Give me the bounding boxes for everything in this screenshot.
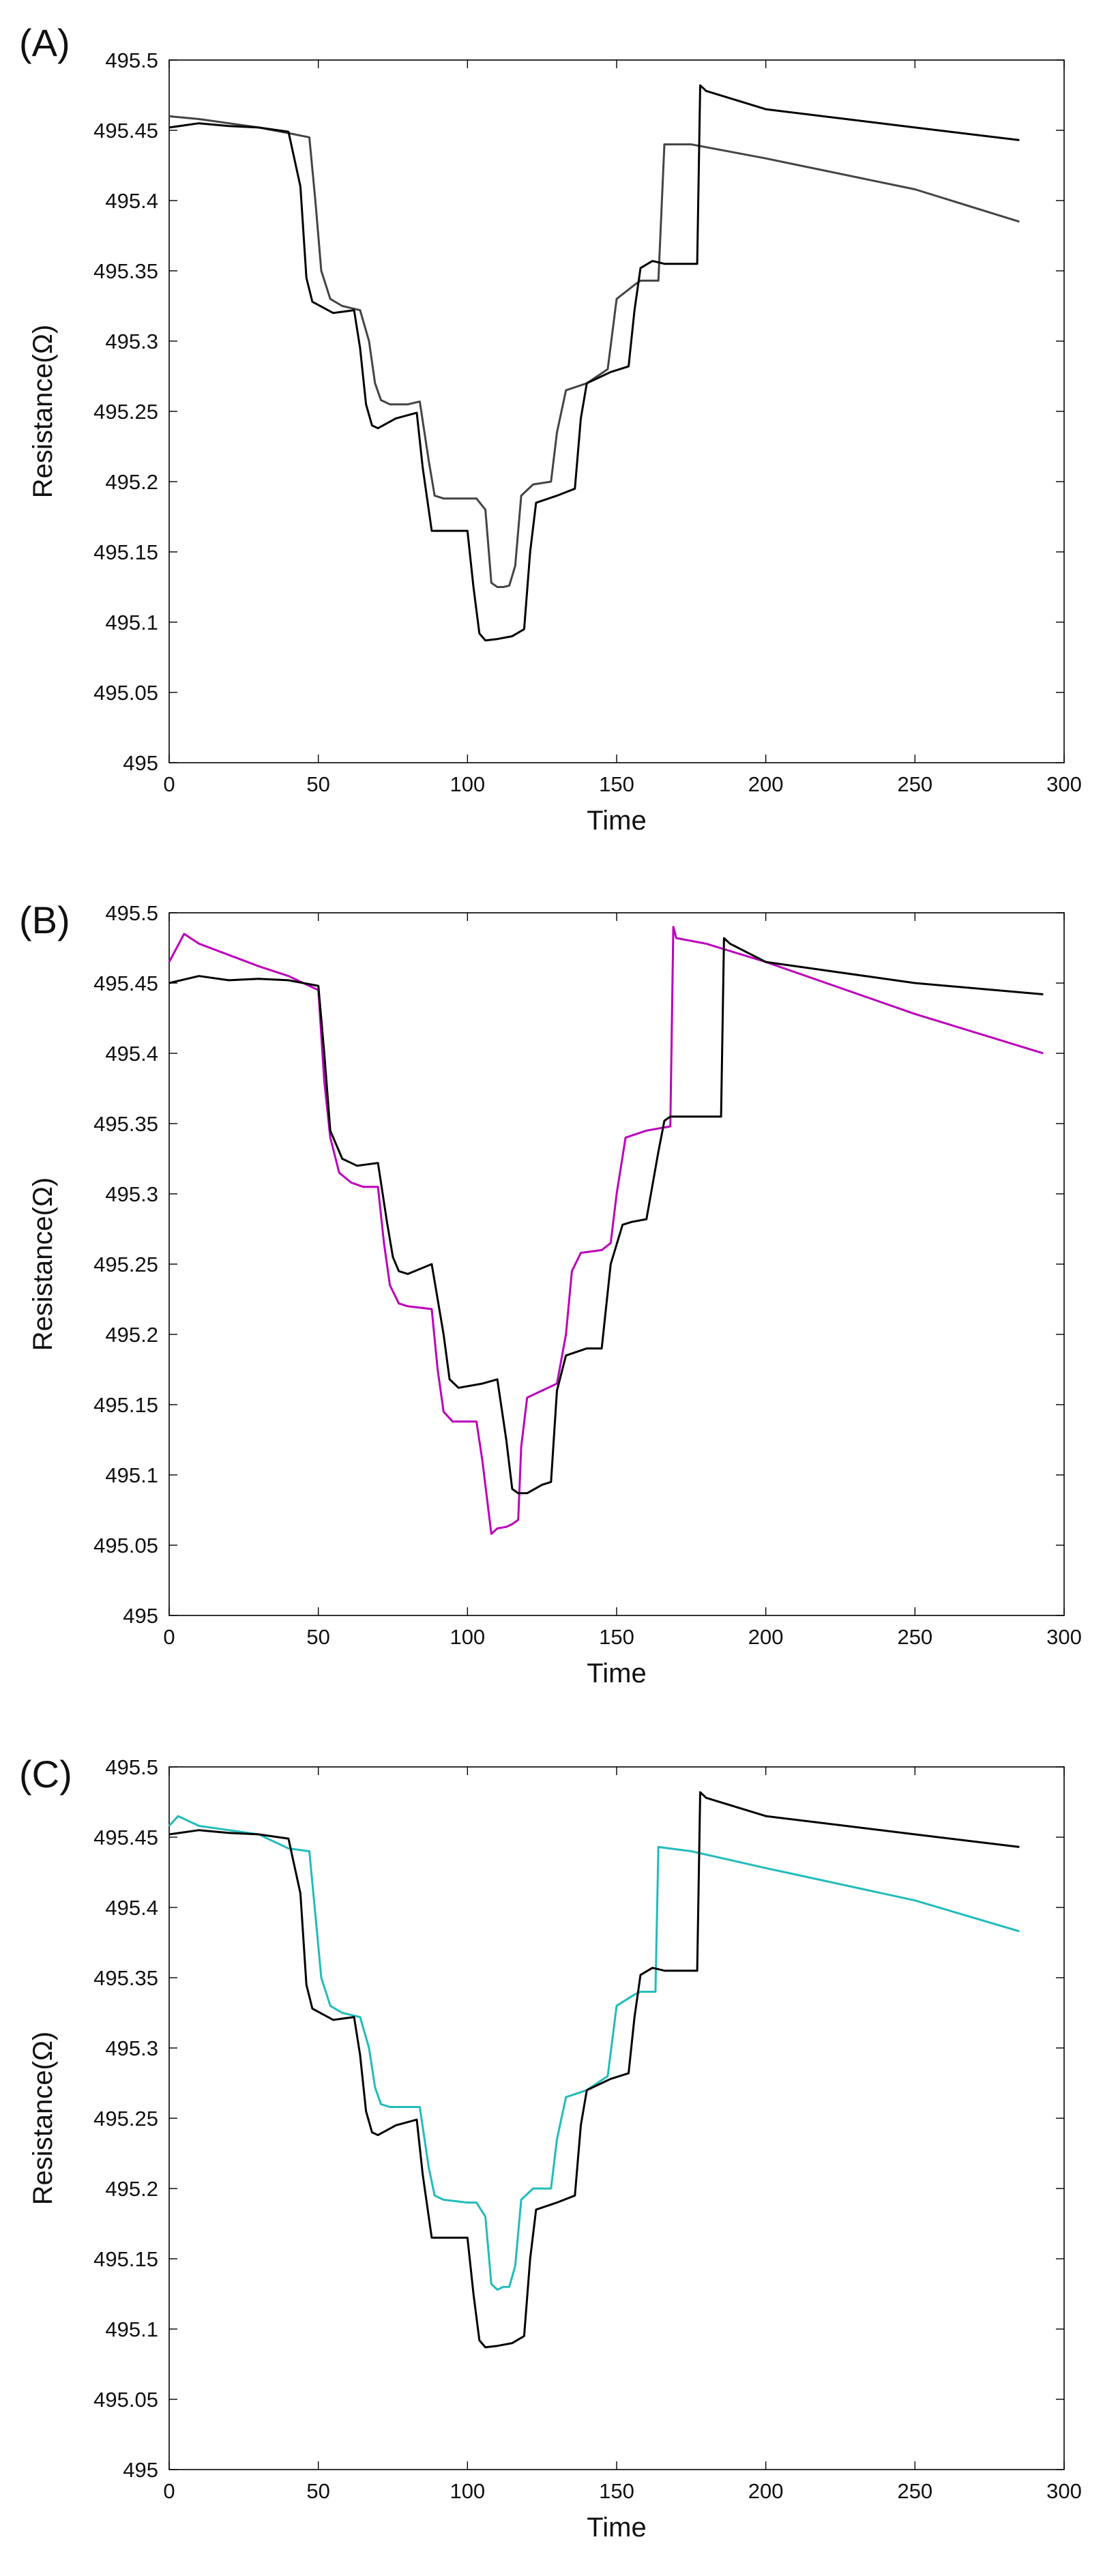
x-tick-label: 100 [450,2479,485,2503]
chart-panel-2: (B) 0 50 100 150 200 250 300 495 495.05 495.1 495.1… [19,898,1082,1688]
x-axis-label: Time [587,2513,646,2543]
x-tick-label: 250 [897,1625,932,1649]
y-tick-label: 495.4 [105,189,158,213]
x-tick-label: 200 [748,2479,784,2503]
x-tick-label: 300 [1046,772,1082,796]
y-tick-label: 495.35 [93,1966,158,1990]
x-tick-label: 50 [306,772,329,796]
y-tick-label: 495.05 [93,2388,158,2412]
chart-panel-3: (C) 0 50 100 150 200 250 300 495 495.05 495.1 495.1… [19,1753,1082,2543]
y-tick-label: 495.25 [93,2107,158,2131]
y-tick-label: 495 [123,1604,158,1628]
x-axis-label: Time [587,1658,646,1688]
x-tick-label: 50 [306,1625,329,1649]
x-tick-label: 150 [599,1625,634,1649]
y-axis-label: Resistance(Ω) [28,2032,58,2205]
y-tick-label: 495.1 [105,1463,158,1487]
y-tick-label: 495.2 [105,470,158,494]
plot-frame [168,1766,1065,2470]
x-tick-label: 250 [897,2479,932,2503]
y-tick-label: 495.15 [93,540,158,564]
y-tick-label: 495.05 [93,681,158,705]
x-tick-label: 200 [748,1625,784,1649]
x-tick-label: 250 [897,772,932,796]
y-tick-label: 495.5 [105,901,158,925]
y-tick-label: 495.2 [105,1323,158,1347]
series-line-measured [168,115,1020,588]
x-tick-label: 300 [1046,1625,1082,1649]
y-tick-label: 495.2 [105,2177,158,2201]
y-tick-label: 495.35 [93,1112,158,1136]
y-tick-label: 495.5 [105,48,158,72]
panel-label: (C) [19,1753,72,1796]
x-tick-label: 200 [748,772,784,796]
series-line-reference [168,1791,1020,2349]
series-line-reference [168,84,1020,642]
y-tick-label: 495.05 [93,1534,158,1557]
y-tick-label: 495.5 [105,1755,158,1779]
series-line-measured [168,1815,1020,2291]
y-tick-label: 495.3 [105,330,158,353]
x-tick-label: 100 [450,772,485,796]
x-tick-label: 300 [1046,2479,1082,2503]
y-axis-label: Resistance(Ω) [28,325,58,498]
y-tick-label: 495.15 [93,1393,158,1417]
y-tick-label: 495.1 [105,611,158,634]
plot-frame [168,59,1065,763]
y-tick-label: 495 [123,2458,158,2482]
y-tick-label: 495.15 [93,2247,158,2271]
y-tick-label: 495 [123,751,158,775]
y-tick-label: 495.45 [93,1826,158,1849]
x-tick-label: 0 [163,2479,175,2503]
panel-label: (A) [19,21,70,64]
x-tick-label: 0 [163,1625,175,1649]
y-tick-label: 495.3 [105,2036,158,2060]
x-tick-label: 150 [599,772,634,796]
y-tick-label: 495.4 [105,1896,158,1920]
x-tick-label: 150 [599,2479,634,2503]
y-tick-label: 495.45 [93,971,158,995]
x-tick-label: 50 [306,2479,329,2503]
y-tick-label: 495.25 [93,1253,158,1276]
y-tick-label: 495.3 [105,1182,158,1206]
y-tick-label: 495.4 [105,1042,158,1066]
series-line-reference [168,937,1044,1495]
x-tick-label: 0 [163,772,175,796]
y-axis-label: Resistance(Ω) [28,1177,58,1351]
x-axis-label: Time [587,806,646,836]
y-tick-label: 495.45 [93,119,158,143]
x-tick-label: 100 [450,1625,485,1649]
series-line-measured [168,926,1044,1535]
y-tick-label: 495.1 [105,2317,158,2341]
chart-panel-1: (A) 0 50 100 150 200 250 300 495 495.05 495.1 495.1… [19,21,1082,836]
panel-label: (B) [19,898,70,941]
y-tick-label: 495.25 [93,400,158,424]
y-tick-label: 495.35 [93,259,158,283]
